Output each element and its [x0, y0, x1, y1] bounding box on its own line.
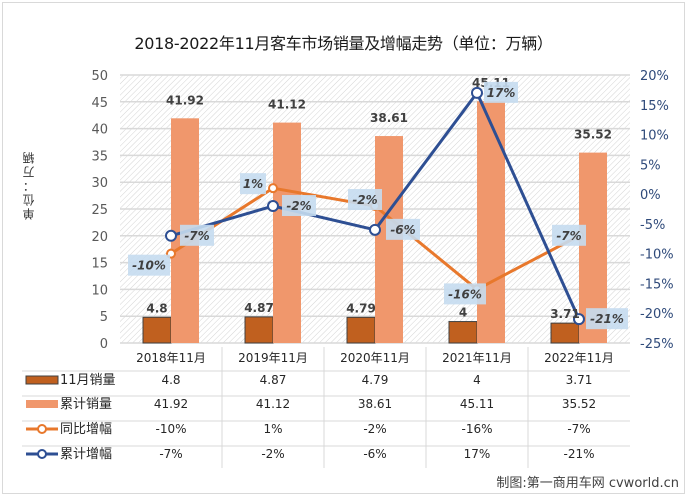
bar-monthly-sales [448, 321, 478, 344]
yoy-growth-label-box [348, 189, 382, 211]
yoy-growth-label-box [128, 254, 170, 276]
bar-monthly-sales [142, 316, 172, 344]
y-tick-label: 50 [91, 69, 108, 84]
y2-tick-label: -20% [640, 307, 674, 322]
table-cell: -2% [261, 447, 284, 461]
legend-label: 11月销量 [60, 373, 116, 388]
bar-label-monthly: 4 [459, 306, 467, 320]
table-cell: 45.11 [460, 397, 494, 411]
yoy-growth-label-box [240, 173, 266, 195]
yoy-growth-label-box [444, 283, 486, 305]
table-cell: 4.79 [362, 373, 389, 387]
bar-monthly-sales [244, 316, 274, 344]
y2-tick-label: -10% [640, 248, 674, 263]
bar-cumulative-sales [477, 101, 505, 343]
bar-label-monthly: 4.87 [244, 301, 274, 315]
table-cell: 17% [464, 447, 491, 461]
legend-key-monthly [25, 375, 59, 385]
yoy-growth-label: -7% [556, 229, 581, 243]
y2-tick-label: 5% [640, 158, 661, 173]
cumulative-growth-label-box [180, 224, 214, 246]
table-cell: 41.92 [154, 397, 188, 411]
bar-cumulative-sales [273, 122, 301, 343]
y-tick-label: 30 [91, 176, 108, 191]
y2-tick-label: 20% [640, 69, 669, 84]
yoy-growth-label-box [552, 224, 586, 246]
legend-label: 累计销量 [60, 397, 112, 412]
table-cell: 35.52 [562, 397, 596, 411]
bar-label-cumulative: 38.61 [370, 111, 408, 125]
bar-label-cumulative: 41.92 [166, 93, 204, 107]
table-cell: -21% [563, 447, 594, 461]
table-cell: 3.71 [566, 373, 593, 387]
bar-label-cumulative: 35.52 [574, 128, 612, 142]
y2-tick-label: -15% [640, 277, 674, 292]
y-tick-label: 5 [100, 310, 108, 325]
table-cell: 38.61 [358, 397, 392, 411]
cumulative-growth-label: 17% [487, 86, 516, 100]
bar-monthly-sales [346, 316, 376, 344]
table-cell: -7% [567, 422, 590, 436]
bar-label-monthly: 3.71 [550, 307, 580, 321]
cumulative-growth-label-box [282, 195, 316, 217]
bar-label-cumulative: 41.12 [268, 98, 306, 112]
y-tick-label: 40 [91, 123, 108, 138]
yoy-growth-label: 1% [243, 177, 263, 191]
y2-tick-label: 10% [640, 129, 669, 144]
y-tick-label: 15 [91, 257, 108, 272]
cumulative-growth-marker [165, 229, 177, 242]
cumulative-growth-label-box [386, 218, 420, 240]
cumulative-growth-label: -6% [390, 223, 415, 237]
legend-key-marker [37, 449, 47, 459]
legend-label: 累计增幅 [60, 447, 112, 462]
cumulative-growth-label: -2% [286, 199, 311, 213]
cumulative-growth-label: -7% [184, 229, 209, 243]
x-tick-label: 2020年11月 [340, 351, 410, 365]
y2-tick-label: 15% [640, 99, 669, 114]
table-cell: -16% [461, 422, 492, 436]
y2-tick-label: -5% [640, 218, 665, 233]
cumulative-growth-marker [267, 200, 279, 213]
table-cell: -2% [363, 422, 386, 436]
cumulative-growth-label-box [484, 81, 518, 103]
table-cell: -10% [155, 422, 186, 436]
x-tick-label: 2022年11月 [544, 351, 614, 365]
bar-label-monthly: 4.8 [146, 301, 167, 315]
yoy-growth-label: -16% [448, 287, 482, 301]
table-cell: -6% [363, 447, 386, 461]
cumulative-growth-marker [471, 86, 483, 99]
table-cell: -7% [159, 447, 182, 461]
cumulative-growth-label: -21% [590, 312, 624, 326]
y-tick-label: 10 [91, 283, 108, 298]
y-tick-label: 0 [100, 337, 108, 352]
x-tick-label: 2018年11月 [136, 351, 206, 365]
x-tick-label: 2021年11月 [442, 351, 512, 365]
y-tick-label: 35 [91, 149, 108, 164]
x-tick-label: 2019年11月 [238, 351, 308, 365]
table-cell: 4 [473, 373, 481, 387]
cumulative-growth-marker [573, 313, 585, 326]
table-cell: 4.8 [161, 373, 180, 387]
yoy-growth-marker [268, 183, 278, 194]
bar-label-monthly: 4.79 [346, 301, 376, 315]
credit-text: 制图:第一商用车网 cvworld.cn [496, 476, 679, 491]
y-tick-label: 20 [91, 230, 108, 245]
cumulative-growth-label-box [586, 308, 628, 330]
legend-key-marker [37, 424, 47, 434]
legend-label: 同比增幅 [60, 422, 112, 437]
bar-monthly-sales [550, 322, 580, 344]
chart-title: 2018-2022年11月客车市场销量及增幅走势（单位：万辆） [134, 34, 553, 53]
cumulative-growth-marker [369, 223, 381, 236]
y2-tick-label: 0% [640, 188, 661, 203]
y2-tick-label: -25% [640, 337, 674, 352]
legend-key-cumulative [26, 400, 58, 408]
y-tick-label: 25 [91, 203, 108, 218]
table-cell: 4.87 [260, 373, 287, 387]
y-tick-label: 45 [91, 96, 108, 111]
yoy-growth-label: -2% [352, 193, 377, 207]
yoy-growth-label: -10% [132, 259, 166, 273]
table-cell: 41.12 [256, 397, 290, 411]
table-cell: 1% [263, 422, 282, 436]
